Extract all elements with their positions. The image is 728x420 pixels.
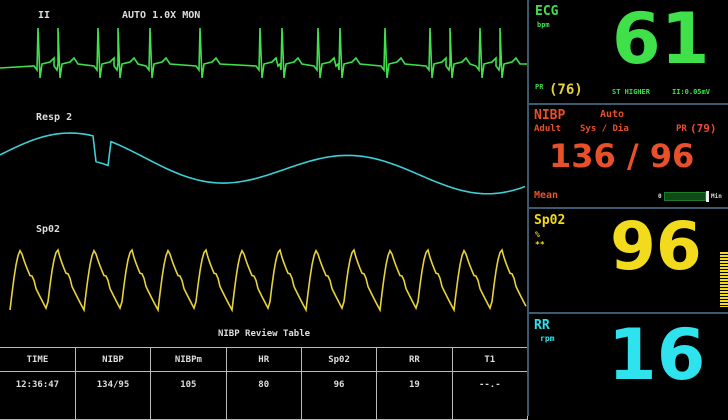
spo2-value: 96: [610, 208, 702, 285]
nibp-review-table: TIME NIBP NIBPm HR Sp02 RR T1 12:36:47 1…: [0, 347, 529, 420]
col-spo2: Sp02: [300, 347, 378, 372]
nibp-label: NIBP: [534, 108, 566, 123]
col-nibpm: NIBPm: [150, 347, 227, 372]
spo2-sub: **: [535, 240, 545, 249]
col-rr: RR: [376, 347, 453, 372]
ecg-lead-label: II: [38, 10, 51, 21]
spo2-label: Sp02: [534, 213, 566, 228]
resp-waveform: [0, 132, 526, 195]
rr-value: 16: [608, 314, 706, 396]
nibp-pr-value: (79): [690, 122, 717, 135]
nibp-pr-label: PR: [676, 124, 687, 134]
cell: 80: [225, 371, 302, 420]
bar-max-label: Min: [711, 193, 722, 200]
waveform-trace: [0, 132, 526, 195]
bar-min: 0: [658, 193, 662, 200]
divider: [529, 103, 728, 105]
waveform-trace: [9, 248, 527, 313]
ecg-unit: bpm: [537, 21, 550, 29]
ecg-waveform: [0, 27, 527, 79]
cell: 134/95: [74, 371, 152, 420]
nibp-mean-label: Mean: [534, 190, 559, 201]
table-header-row: TIME NIBP NIBPm HR Sp02 RR T1: [0, 347, 529, 372]
rr-label: RR: [534, 318, 550, 333]
col-nibp: NIBP: [74, 347, 152, 372]
st-label: ST HIGHER: [612, 88, 650, 96]
pr-label: PR: [535, 83, 544, 91]
nibp-patient-type: Adult: [534, 124, 562, 134]
nibp-mode: Auto: [600, 109, 625, 120]
ecg-label: ECG: [535, 4, 559, 19]
cell: 19: [376, 371, 453, 420]
cell: 96: [300, 371, 378, 420]
col-time: TIME: [0, 347, 76, 372]
cell: 105: [150, 371, 227, 420]
panel-divider: [527, 0, 529, 416]
spo2-waveform: [9, 248, 527, 313]
table-row: 12:36:47 134/95 105 80 96 19 --.-: [0, 371, 529, 420]
nibp-value: 136 / 96: [549, 137, 695, 175]
divider: [529, 207, 728, 209]
cell: --.-: [451, 371, 529, 420]
col-t1: T1: [451, 347, 529, 372]
spo2-waveform-label: Sp02: [36, 224, 61, 235]
spo2-unit: %: [535, 230, 540, 239]
mean-bar: [664, 192, 706, 201]
rr-unit: rpm: [540, 334, 555, 343]
divider: [529, 312, 728, 314]
st-value: II:0.05mV: [672, 88, 710, 96]
mean-bar-marker: [706, 191, 709, 202]
nibp-sysdia-label: Sys / Dia: [580, 124, 629, 134]
ecg-mode-label: AUTO 1.0X MON: [122, 10, 201, 21]
perfusion-bar: [720, 252, 728, 307]
heart-rate-value: 61: [612, 0, 710, 80]
waveform-trace: [0, 27, 527, 79]
resp-waveform-label: Resp 2: [36, 112, 73, 123]
review-table-title: NIBP Review Table: [217, 329, 311, 339]
col-hr: HR: [225, 347, 302, 372]
cell: 12:36:47: [0, 371, 76, 420]
pr-value: (76): [549, 82, 583, 98]
